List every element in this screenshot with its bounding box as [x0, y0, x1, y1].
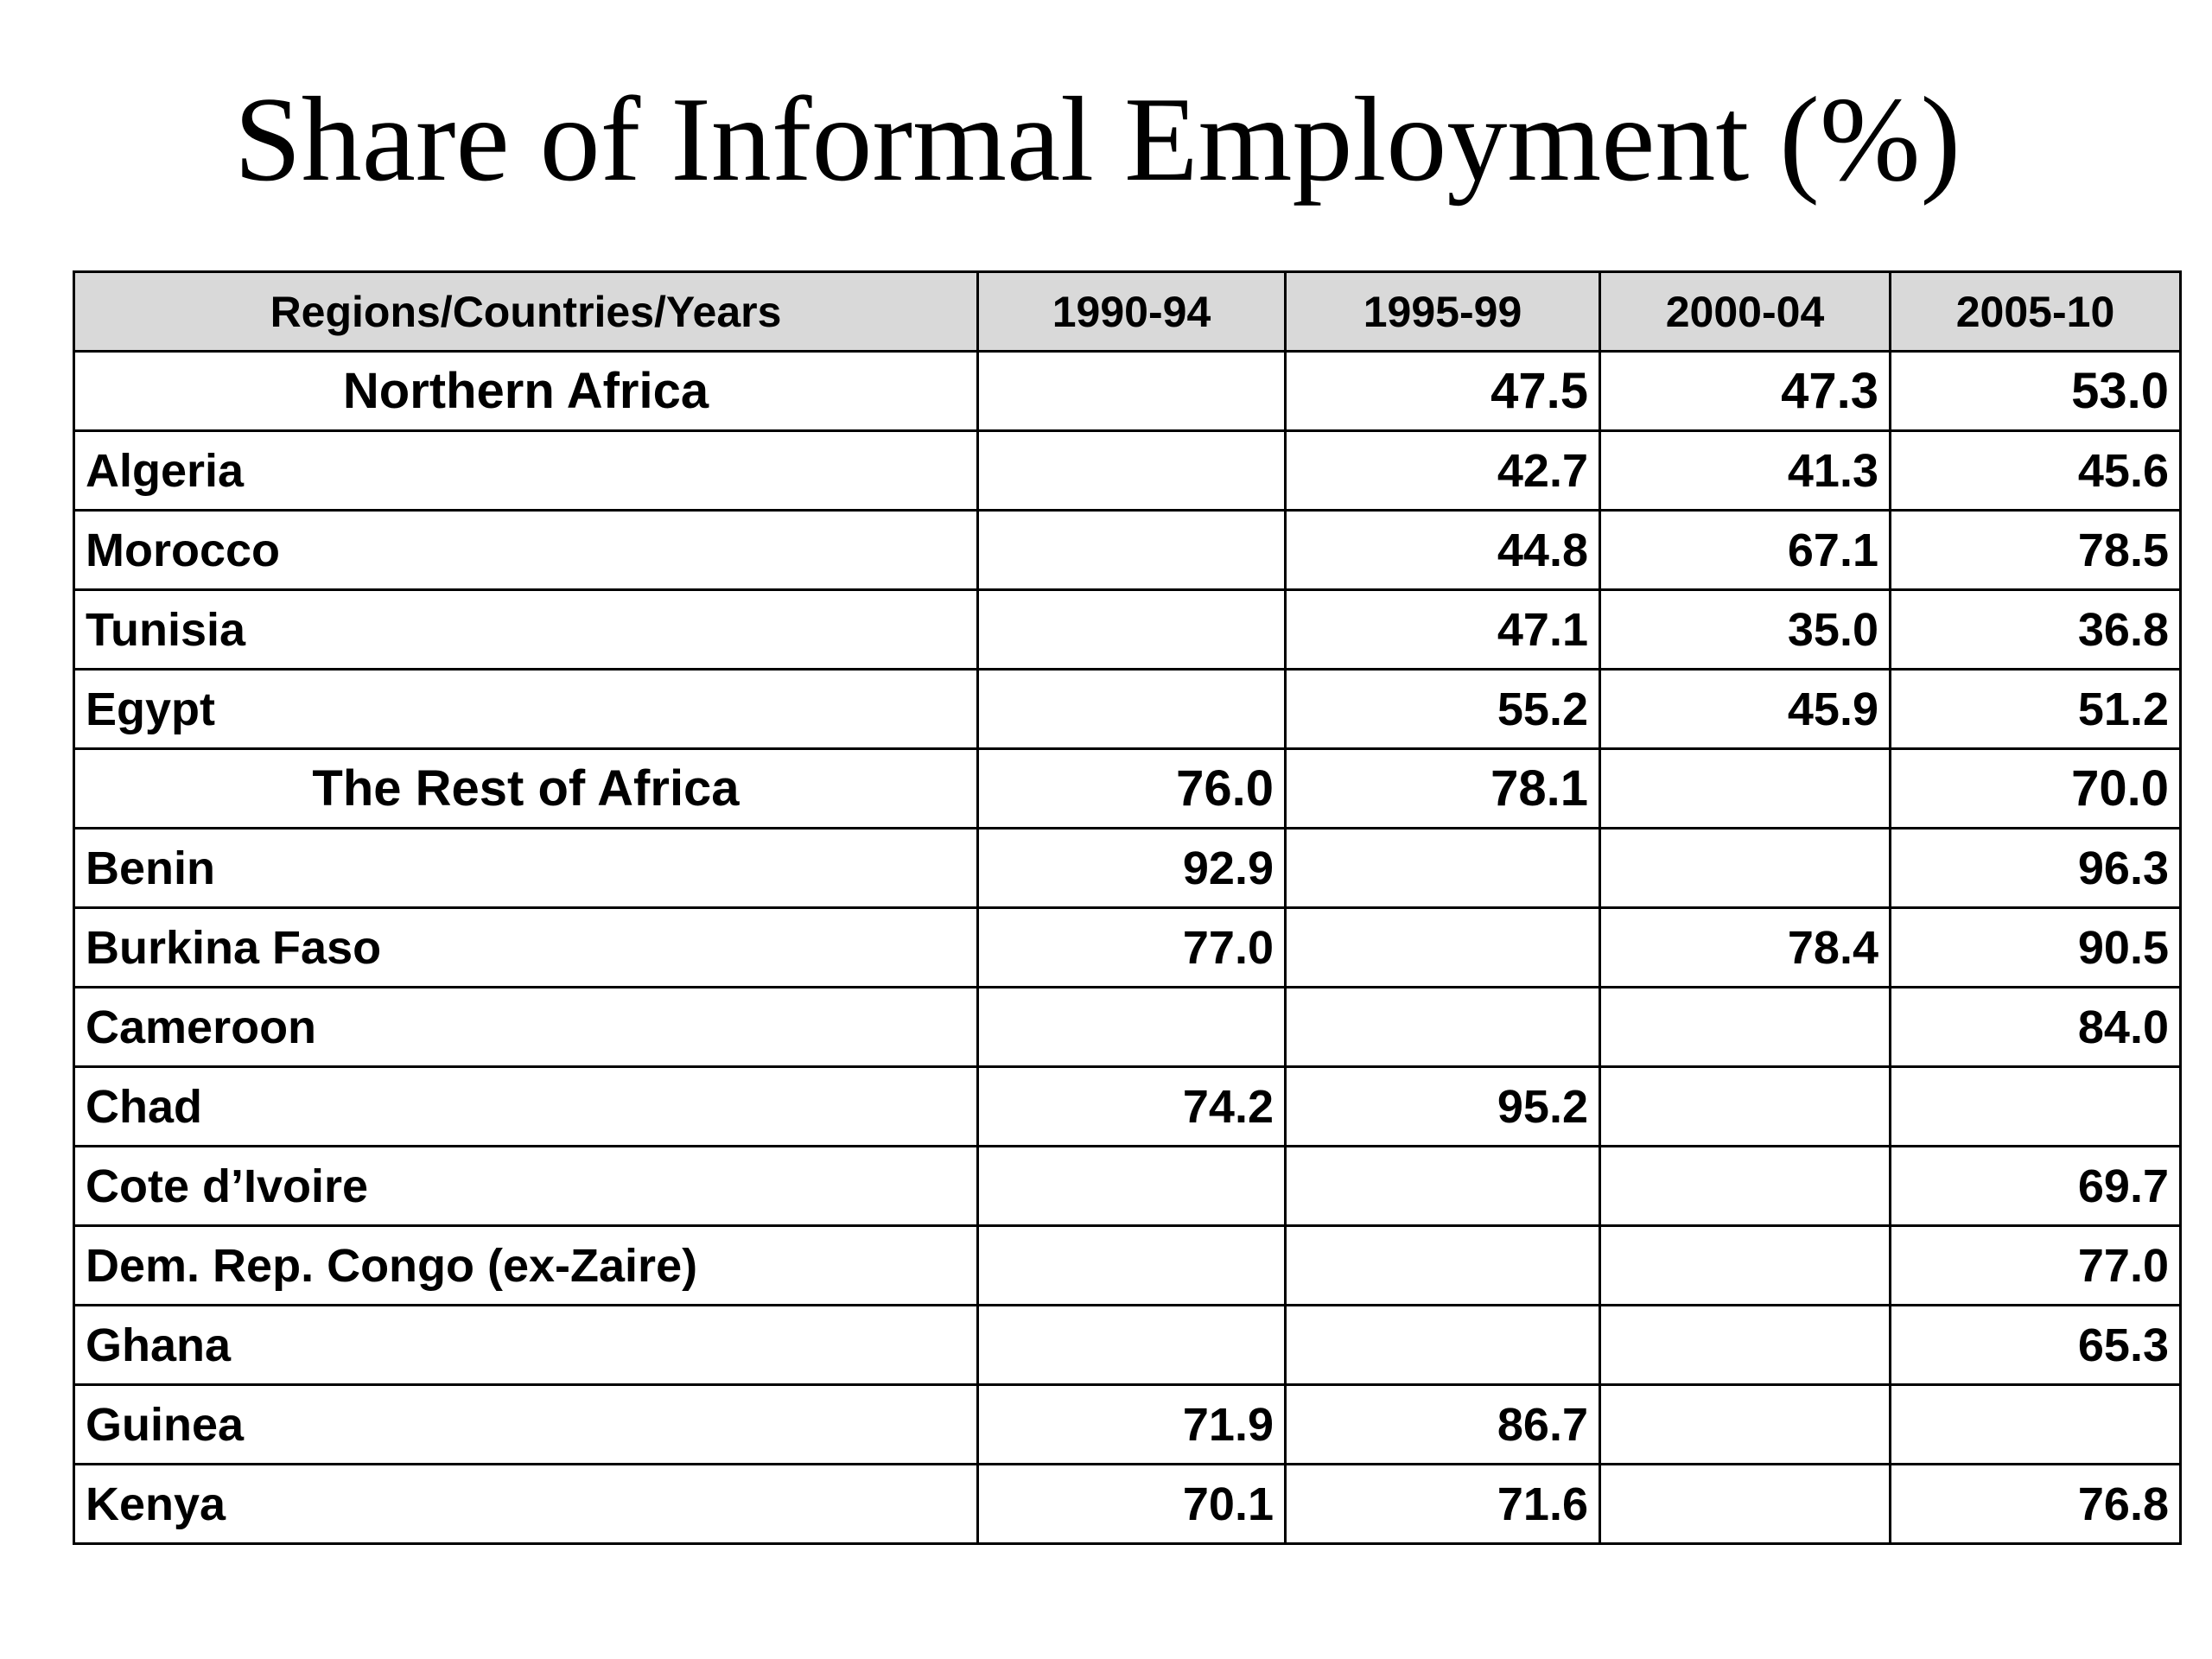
value-cell: 74.2 — [976, 1065, 1287, 1147]
value-cell: 90.5 — [1889, 906, 2182, 988]
value-cell — [976, 509, 1287, 591]
table-row: Chad 74.2 95.2 — [73, 1065, 2182, 1147]
table-row: Cameroon 84.0 — [73, 986, 2182, 1068]
table-header-row: Regions/Countries/Years 1990-94 1995-99 … — [73, 270, 2182, 353]
value-cell — [1599, 1065, 1891, 1147]
value-cell: 86.7 — [1284, 1383, 1601, 1465]
value-cell: 41.3 — [1599, 429, 1891, 512]
value-cell — [1889, 1383, 2182, 1465]
value-cell: 77.0 — [1889, 1224, 2182, 1306]
value-cell — [1599, 747, 1891, 830]
country-label: Cameroon — [73, 986, 979, 1068]
value-cell: 76.0 — [976, 747, 1287, 830]
country-label: Egypt — [73, 668, 979, 750]
column-header: 1990-94 — [976, 270, 1287, 353]
country-label: Cote d’Ivoire — [73, 1145, 979, 1227]
table-row: Morocco 44.8 67.1 78.5 — [73, 509, 2182, 591]
value-cell — [1284, 1224, 1601, 1306]
value-cell — [976, 429, 1287, 512]
value-cell: 69.7 — [1889, 1145, 2182, 1227]
table-row: Cote d’Ivoire 69.7 — [73, 1145, 2182, 1227]
value-cell — [1599, 1463, 1891, 1545]
column-header: Regions/Countries/Years — [73, 270, 979, 353]
table-row: Burkina Faso 77.0 78.4 90.5 — [73, 906, 2182, 988]
value-cell — [1284, 986, 1601, 1068]
value-cell: 71.6 — [1284, 1463, 1601, 1545]
column-header: 1995-99 — [1284, 270, 1601, 353]
value-cell: 70.0 — [1889, 747, 2182, 830]
country-label: Ghana — [73, 1304, 979, 1386]
country-label: Dem. Rep. Congo (ex-Zaire) — [73, 1224, 979, 1306]
value-cell: 45.6 — [1889, 429, 2182, 512]
value-cell — [1284, 1304, 1601, 1386]
country-label: Tunisia — [73, 588, 979, 671]
value-cell: 78.1 — [1284, 747, 1601, 830]
slide-title: Share of Informal Employment (%) — [233, 73, 1961, 207]
value-cell — [1599, 986, 1891, 1068]
value-cell: 84.0 — [1889, 986, 2182, 1068]
value-cell: 47.5 — [1284, 350, 1601, 432]
value-cell: 42.7 — [1284, 429, 1601, 512]
value-cell — [1284, 1145, 1601, 1227]
column-header: 2005-10 — [1889, 270, 2182, 353]
value-cell: 53.0 — [1889, 350, 2182, 432]
value-cell — [1889, 1065, 2182, 1147]
region-row: The Rest of Africa 76.0 78.1 70.0 — [73, 747, 2182, 830]
region-label: The Rest of Africa — [73, 747, 979, 830]
value-cell: 51.2 — [1889, 668, 2182, 750]
value-cell — [976, 350, 1287, 432]
value-cell: 65.3 — [1889, 1304, 2182, 1386]
value-cell — [976, 1224, 1287, 1306]
value-cell: 36.8 — [1889, 588, 2182, 671]
table-row: Kenya 70.1 71.6 76.8 — [73, 1463, 2182, 1545]
table-body: Northern Africa 47.5 47.3 53.0 Algeria 42.7 41… — [73, 350, 2182, 1545]
country-label: Guinea — [73, 1383, 979, 1465]
value-cell: 44.8 — [1284, 509, 1601, 591]
value-cell: 55.2 — [1284, 668, 1601, 750]
value-cell: 71.9 — [976, 1383, 1287, 1465]
value-cell — [976, 986, 1287, 1068]
value-cell: 78.4 — [1599, 906, 1891, 988]
value-cell: 35.0 — [1599, 588, 1891, 671]
value-cell — [976, 1145, 1287, 1227]
table-row: Egypt 55.2 45.9 51.2 — [73, 668, 2182, 750]
value-cell: 77.0 — [976, 906, 1287, 988]
value-cell: 76.8 — [1889, 1463, 2182, 1545]
column-header: 2000-04 — [1599, 270, 1891, 353]
country-label: Morocco — [73, 509, 979, 591]
value-cell: 92.9 — [976, 827, 1287, 909]
value-cell — [976, 588, 1287, 671]
value-cell — [1599, 827, 1891, 909]
country-label: Chad — [73, 1065, 979, 1147]
table-row: Guinea 71.9 86.7 — [73, 1383, 2182, 1465]
country-label: Algeria — [73, 429, 979, 512]
value-cell — [976, 1304, 1287, 1386]
country-label: Benin — [73, 827, 979, 909]
value-cell — [1599, 1145, 1891, 1227]
table-row: Dem. Rep. Congo (ex-Zaire) 77.0 — [73, 1224, 2182, 1306]
table-row: Algeria 42.7 41.3 45.6 — [73, 429, 2182, 512]
value-cell — [1599, 1224, 1891, 1306]
informal-employment-table: Regions/Countries/Years 1990-94 1995-99 … — [73, 270, 2182, 1545]
table-row: Benin 92.9 96.3 — [73, 827, 2182, 909]
region-label: Northern Africa — [73, 350, 979, 432]
value-cell: 47.3 — [1599, 350, 1891, 432]
country-label: Kenya — [73, 1463, 979, 1545]
value-cell: 45.9 — [1599, 668, 1891, 750]
value-cell — [1284, 827, 1601, 909]
value-cell — [976, 668, 1287, 750]
region-row: Northern Africa 47.5 47.3 53.0 — [73, 350, 2182, 432]
value-cell: 95.2 — [1284, 1065, 1601, 1147]
value-cell: 47.1 — [1284, 588, 1601, 671]
value-cell: 78.5 — [1889, 509, 2182, 591]
country-label: Burkina Faso — [73, 906, 979, 988]
value-cell — [1599, 1304, 1891, 1386]
value-cell: 70.1 — [976, 1463, 1287, 1545]
value-cell: 96.3 — [1889, 827, 2182, 909]
value-cell: 67.1 — [1599, 509, 1891, 591]
table-row: Ghana 65.3 — [73, 1304, 2182, 1386]
value-cell — [1284, 906, 1601, 988]
table-row: Tunisia 47.1 35.0 36.8 — [73, 588, 2182, 671]
value-cell — [1599, 1383, 1891, 1465]
